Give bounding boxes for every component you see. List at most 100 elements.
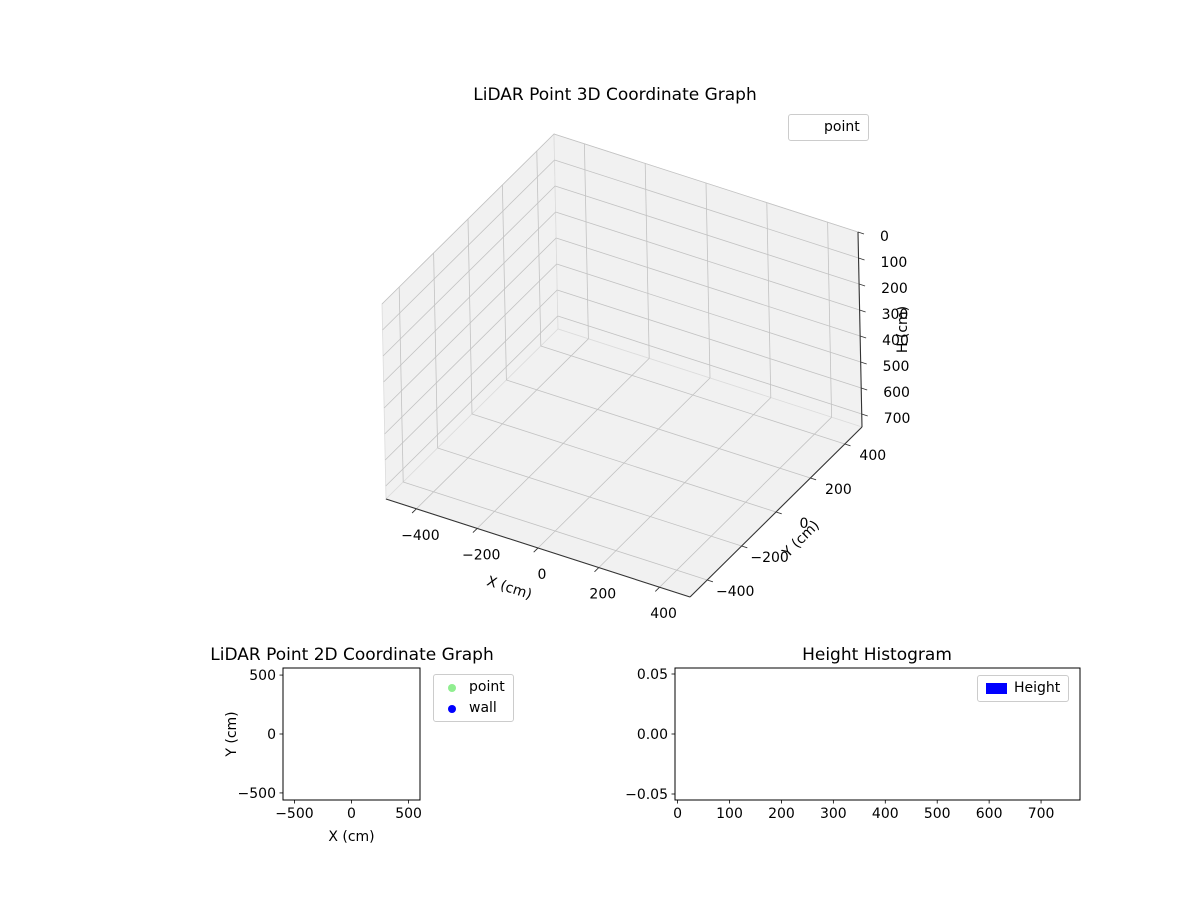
gridline	[705, 182, 711, 379]
y-tick-label: 0	[267, 727, 276, 743]
gridline	[471, 413, 777, 513]
y-tick-label: −200	[750, 550, 788, 566]
y-tick-label: 400	[859, 448, 886, 464]
x-tick-label: −200	[462, 547, 500, 563]
gridline	[403, 481, 708, 581]
z-tick	[859, 335, 867, 339]
gridline	[385, 315, 559, 487]
z-tick-label: 400	[882, 333, 909, 349]
z-tick	[858, 283, 866, 287]
z-tick	[857, 231, 865, 235]
wall-marker-handle	[442, 704, 462, 713]
legend-label-height: Height	[1014, 680, 1061, 696]
gridline	[554, 159, 859, 259]
legend-row-wall: wall	[442, 700, 505, 717]
gridline	[383, 211, 556, 383]
z-tick-label: 600	[883, 385, 910, 401]
y-tick-label: −500	[238, 786, 276, 802]
y-tick	[775, 511, 782, 515]
x-tick-label: 200	[768, 806, 795, 822]
gridline	[555, 211, 860, 311]
height-patch-icon	[986, 683, 1007, 694]
plot2d-ylabel: Y (cm)	[224, 711, 240, 757]
y-tick-label: −0.05	[625, 787, 668, 803]
point-marker-handle	[797, 124, 817, 132]
z-tick	[858, 257, 865, 261]
gridline	[556, 237, 861, 337]
z-tick-label: 0	[880, 229, 889, 245]
gridline	[553, 133, 859, 233]
x-tick-label: 0	[347, 806, 356, 822]
y-tick-label: 0.00	[637, 727, 668, 743]
gridline	[540, 345, 845, 445]
y-tick	[844, 443, 851, 447]
x-tick-label: 300	[820, 806, 847, 822]
y-tick-label: −400	[716, 584, 754, 600]
gridline	[398, 286, 404, 483]
x-tick-label: 500	[924, 806, 951, 822]
x-tick	[654, 586, 660, 592]
x-tick-label: −400	[401, 528, 439, 544]
x-tick	[411, 508, 417, 514]
gridline	[557, 315, 862, 415]
gridline	[506, 379, 811, 479]
y-tick	[810, 477, 817, 481]
gridline	[502, 184, 507, 381]
x-tick-label: −500	[275, 806, 313, 822]
hist-title: Height Histogram	[802, 645, 952, 665]
hist-legend: Height	[977, 675, 1070, 702]
y-tick-label: 500	[249, 668, 276, 684]
z-tick	[859, 309, 866, 313]
gridline	[556, 263, 861, 363]
point-marker-handle	[442, 683, 462, 692]
z-tick-label: 200	[881, 281, 908, 297]
point-marker-icon	[448, 683, 456, 692]
z-tick-label: 700	[884, 411, 911, 427]
z-tick	[861, 387, 868, 391]
point-marker-icon	[803, 124, 811, 132]
axis-line	[689, 426, 863, 598]
gridline	[766, 202, 772, 398]
x-tick-label: 500	[395, 806, 422, 822]
x-tick-label: 400	[872, 806, 899, 822]
plot2d-title: LiDAR Point 2D Coordinate Graph	[210, 645, 494, 665]
legend-row-height: Height	[986, 680, 1060, 697]
gridline	[554, 185, 860, 285]
gridline	[382, 185, 556, 357]
z-tick	[861, 413, 868, 417]
gridline	[584, 143, 589, 339]
gridline	[433, 252, 438, 449]
y-tick-label: 0	[800, 516, 809, 532]
legend-row-point: point	[797, 119, 860, 136]
gridline	[384, 263, 557, 435]
x-tick-label: 700	[1028, 806, 1055, 822]
axis-line	[857, 231, 863, 428]
plot3d-zlabel: H (cm)	[895, 306, 911, 353]
gridline	[644, 163, 650, 359]
legend-label-wall: wall	[469, 700, 497, 716]
legend-label-point: point	[469, 679, 505, 695]
x-tick-label: 600	[976, 806, 1003, 822]
gridline	[467, 218, 473, 415]
z-tick-label: 100	[881, 255, 908, 271]
x-tick-label: 400	[650, 606, 677, 622]
gridline	[381, 133, 555, 305]
x-tick-label: 0	[673, 806, 682, 822]
y-tick	[707, 579, 714, 583]
x-tick-label: 200	[589, 587, 616, 603]
legend-row-point: point	[442, 679, 505, 696]
y-tick-label: 0.05	[637, 667, 668, 683]
plot3d-legend: point	[788, 114, 869, 141]
gridline	[827, 222, 832, 418]
x-tick-label: 0	[538, 567, 547, 583]
z-tick-label: 500	[883, 359, 910, 375]
plot2d-xlabel: X (cm)	[328, 829, 374, 845]
y-tick	[741, 545, 748, 549]
x-tick-label: 100	[716, 806, 743, 822]
legend-label-point: point	[824, 119, 860, 135]
x-tick	[472, 528, 478, 533]
gridline	[557, 289, 862, 389]
plot3d-title: LiDAR Point 3D Coordinate Graph	[473, 85, 757, 105]
